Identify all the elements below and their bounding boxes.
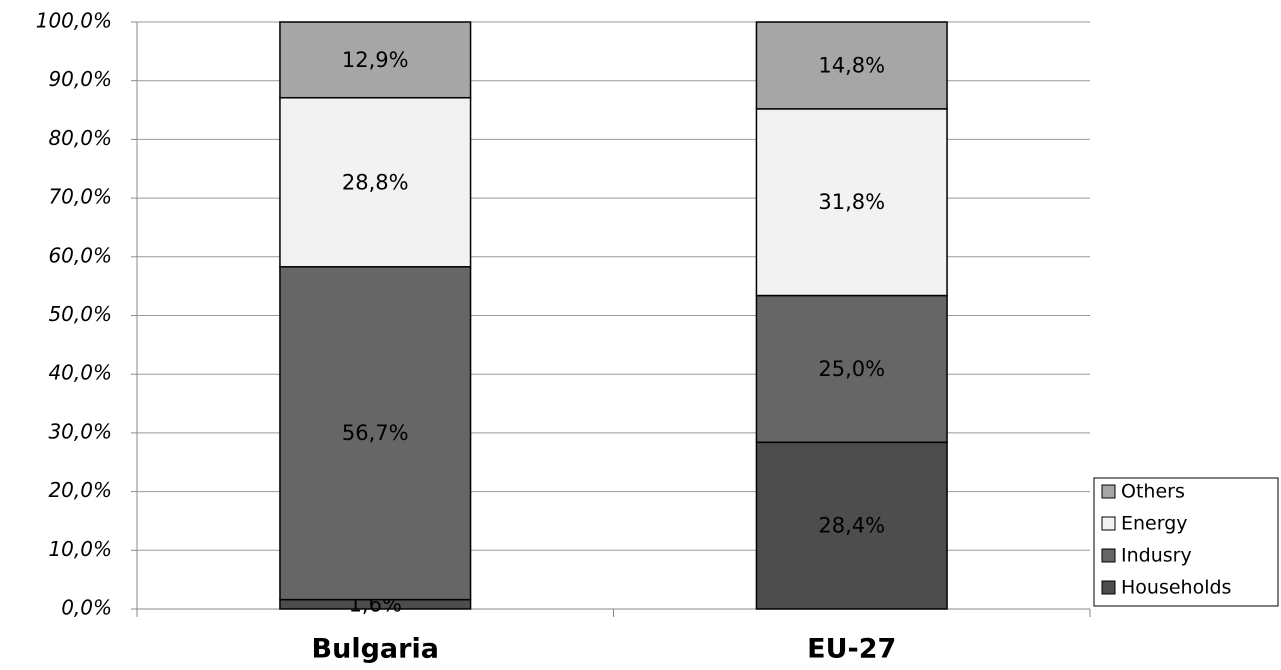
- legend-label: Others: [1121, 481, 1185, 503]
- legend-swatch: [1101, 516, 1116, 531]
- value-label: 25,0%: [818, 357, 885, 381]
- legend-swatch: [1101, 580, 1116, 595]
- legend-swatch: [1101, 484, 1116, 499]
- y-tick-label: 30,0%: [48, 419, 112, 443]
- value-label: 28,8%: [342, 170, 409, 194]
- bar-segment: [755, 294, 948, 444]
- value-label: 12,9%: [342, 48, 409, 72]
- bar-segment: [755, 108, 948, 297]
- value-label: 28,4%: [818, 514, 885, 538]
- bar-segment: [755, 441, 948, 610]
- y-tick-label: 100,0%: [36, 9, 112, 33]
- legend-box: [1093, 477, 1279, 607]
- y-tick-label: 0,0%: [61, 596, 112, 620]
- x-tick-label: EU-27: [807, 634, 896, 665]
- bar-segment: [279, 21, 472, 99]
- x-tick-label: Bulgaria: [312, 634, 439, 665]
- y-tick-label: 20,0%: [48, 478, 112, 502]
- y-tick-label: 90,0%: [48, 67, 112, 91]
- y-tick-label: 40,0%: [48, 361, 112, 385]
- y-tick-label: 70,0%: [48, 185, 112, 209]
- legend-label: Energy: [1121, 513, 1188, 535]
- bar-segment: [279, 266, 472, 601]
- y-tick-label: 50,0%: [48, 302, 112, 326]
- y-tick-label: 60,0%: [48, 243, 112, 267]
- bar-segment: [279, 96, 472, 268]
- y-tick-label: 80,0%: [48, 126, 112, 150]
- value-label: 56,7%: [342, 421, 409, 445]
- value-label: 31,8%: [818, 190, 885, 214]
- value-label: 14,8%: [818, 53, 885, 77]
- y-tick-label: 10,0%: [48, 537, 112, 561]
- bar-segment: [755, 21, 948, 110]
- legend-label: Indusry: [1121, 545, 1192, 567]
- legend-label: Households: [1121, 577, 1231, 599]
- legend-swatch: [1101, 548, 1116, 563]
